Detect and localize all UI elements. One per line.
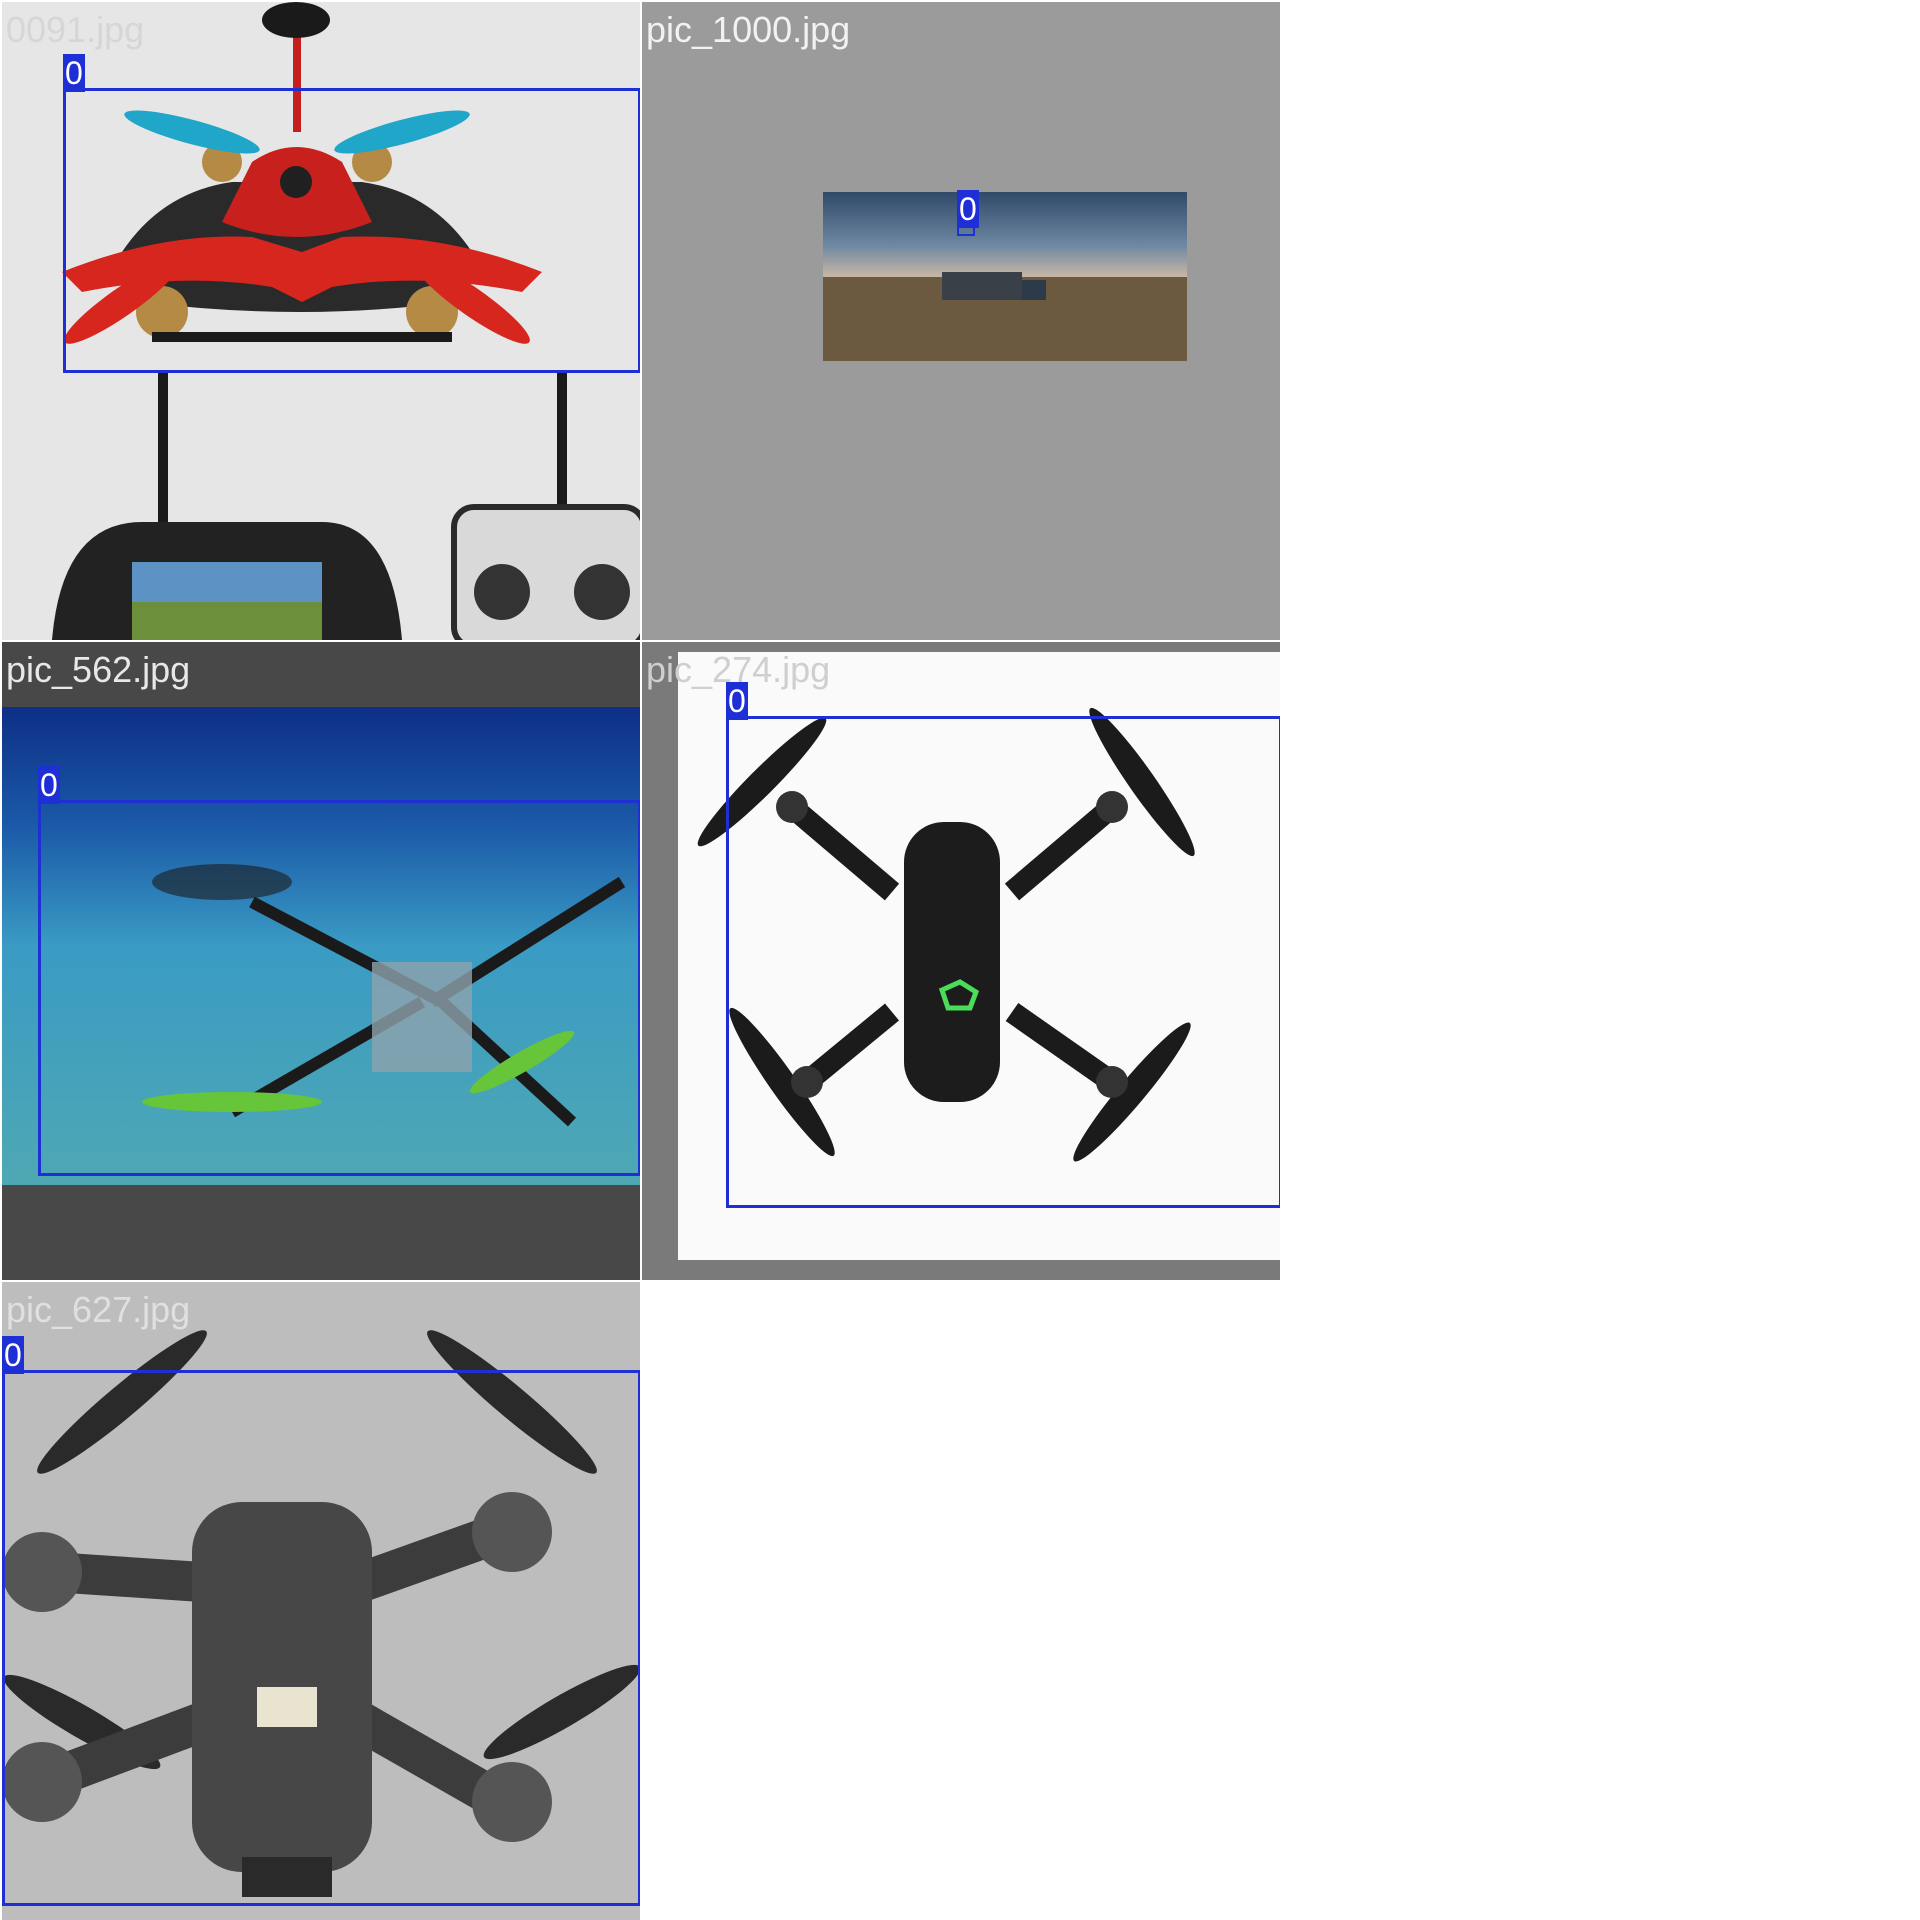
image-filename: 0091.jpg <box>6 9 145 50</box>
image-tile-pic-562: pic_562.jpg 0 <box>2 642 640 1280</box>
image-tile-pic-627: pic_627.jpg 0 <box>2 1282 640 1920</box>
class-label: 0 <box>38 766 60 804</box>
image-filename: pic_562.jpg <box>6 649 191 690</box>
image-filename: pic_627.jpg <box>6 1289 191 1330</box>
underwater-drone-photo <box>2 707 640 1185</box>
drone-photo <box>52 2 640 640</box>
bounding-box <box>726 716 1280 1208</box>
class-label: 0 <box>957 190 979 228</box>
bounding-box <box>38 800 640 1176</box>
class-label: 0 <box>63 54 85 92</box>
grey-drone-photo <box>2 1330 640 1897</box>
landscape-photo <box>823 192 1187 361</box>
image-filename: pic_274.jpg <box>646 649 831 690</box>
image-tile-0091: 0091.jpg 0 <box>2 2 640 640</box>
image-tile-pic-274: pic_274.jpg 0 <box>642 642 1280 1280</box>
folding-drone-photo <box>678 652 1280 1260</box>
class-label: 0 <box>726 682 748 720</box>
image-filename: pic_1000.jpg <box>646 9 851 50</box>
bounding-box <box>2 1370 640 1906</box>
class-label: 0 <box>2 1336 24 1374</box>
bounding-box <box>63 88 640 373</box>
image-tile-pic-1000: pic_1000.jpg 0 <box>642 2 1280 640</box>
